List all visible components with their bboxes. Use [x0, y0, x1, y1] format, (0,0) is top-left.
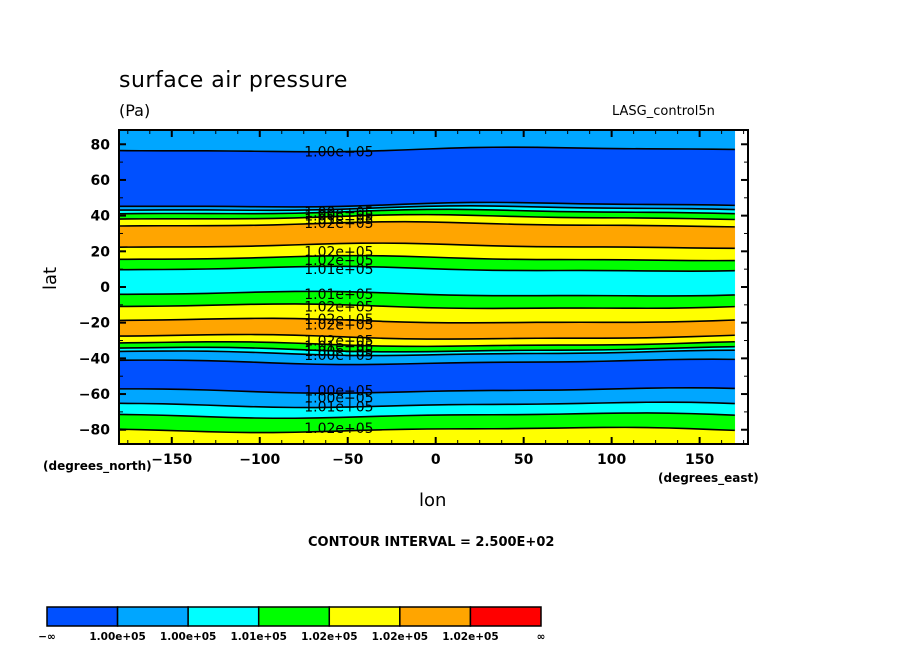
- x-tick-label: −50: [332, 452, 363, 468]
- contour-line: [118, 349, 735, 357]
- contour-label: 1.01e+05: [304, 212, 373, 228]
- contour-line: [118, 401, 735, 409]
- contour-line: [118, 412, 735, 420]
- contour-line: [118, 345, 735, 353]
- colorbar-label: 1.02e+05: [301, 631, 357, 643]
- y-tick-label: 80: [91, 137, 111, 153]
- contour-line: [118, 333, 735, 340]
- axis-tick-labels: −150 −100 −50 0 50 100 150 80 60 40 20 0 −20 −40 −60 −8…: [79, 137, 715, 468]
- x-axis-label: lon: [419, 490, 447, 511]
- contour-label: 1.02e+05: [304, 317, 373, 333]
- contour-label: 1.02e+05: [304, 334, 373, 350]
- y-tick-label: 40: [91, 209, 111, 225]
- colorbar-label: 1.00e+05: [89, 631, 145, 643]
- contour-label: 1.02e+05: [304, 312, 373, 328]
- contour-label: 1.01e+05: [304, 287, 373, 303]
- contour-band: [118, 146, 736, 208]
- contour-line: [118, 340, 735, 348]
- chart-title: surface air pressure: [119, 68, 348, 93]
- contour-label: 1.02e+05: [304, 216, 373, 232]
- x-tick-label: 0: [431, 452, 441, 468]
- contour-line: [118, 201, 735, 208]
- colorbar-swatch: [187, 606, 260, 627]
- contour-line: [118, 290, 735, 297]
- x-axis-units: (degrees_east): [658, 471, 759, 485]
- contour-label: 1.00e+05: [304, 344, 373, 360]
- contour-label: 1.00e+05: [304, 391, 373, 407]
- contour-line: [118, 146, 735, 153]
- dataset-label: LASG_control5n: [612, 104, 715, 119]
- contour-line: [118, 303, 735, 310]
- y-tick-label: 60: [91, 173, 111, 189]
- colorbar-label: 1.02e+05: [442, 631, 498, 643]
- colorbar-label: 1.01e+05: [230, 631, 286, 643]
- colorbar-label: 1.02e+05: [372, 631, 428, 643]
- colorbar-swatch: [116, 606, 189, 627]
- contour-line: [118, 265, 735, 272]
- y-tick-label: 0: [100, 280, 110, 296]
- units-label: (Pa): [119, 101, 151, 120]
- contour-lines: [118, 146, 735, 434]
- x-tick-label: 150: [685, 452, 714, 468]
- axis-ticks: [119, 130, 748, 444]
- colorbar-swatch: [46, 606, 119, 627]
- colorbar-swatch: [328, 606, 401, 627]
- x-tick-label: 100: [597, 452, 626, 468]
- y-tick-label: −80: [79, 423, 110, 439]
- colorbar-swatch: [469, 606, 542, 627]
- contour-line: [118, 426, 735, 434]
- x-tick-label: −150: [151, 452, 192, 468]
- contour-label: 1.00e+05: [304, 348, 373, 364]
- y-tick-label: −40: [79, 351, 110, 367]
- contour-line: [118, 213, 735, 221]
- y-tick-label: −60: [79, 387, 110, 403]
- contour-line: [118, 386, 735, 394]
- contour-labels: 1.00e+051.00e+051.00e+051.01e+051.02e+05…: [304, 144, 373, 437]
- contour-line: [118, 317, 735, 324]
- contour-label: 1.00e+05: [304, 144, 373, 160]
- contour-line: [118, 242, 735, 250]
- contour-label: 1.02e+05: [304, 421, 373, 437]
- y-tick-label: −20: [79, 316, 110, 332]
- contour-label: 1.02e+05: [304, 244, 373, 260]
- contour-label: 1.00e+05: [304, 383, 373, 399]
- contour-label: 1.02e+05: [304, 253, 373, 269]
- contour-interval-label: CONTOUR INTERVAL = 2.500E+02: [308, 535, 555, 550]
- contour-line: [118, 220, 735, 228]
- colorbar-label: ∞: [537, 631, 546, 643]
- contour-bands: [118, 129, 736, 445]
- contour-label: 1.00e+05: [304, 209, 373, 225]
- x-tick-label: −100: [239, 452, 280, 468]
- contour-line: [118, 208, 735, 215]
- colorbar: −∞ 1.00e+05 1.00e+05 1.01e+05 1.02e+05 1.02e+…: [38, 606, 546, 643]
- y-axis-units: (degrees_north): [43, 459, 152, 473]
- contour-label: 1.01e+05: [304, 339, 373, 355]
- contour-line: [118, 254, 735, 262]
- x-tick-label: 50: [514, 452, 534, 468]
- contour-line: [118, 205, 735, 212]
- colorbar-label: 1.00e+05: [160, 631, 216, 643]
- y-tick-label: 20: [91, 244, 111, 260]
- contour-label: 1.01e+05: [304, 400, 373, 416]
- contour-label: 1.00e+05: [304, 205, 373, 221]
- contour-line: [118, 358, 735, 366]
- contour-label: 1.02e+05: [304, 300, 373, 316]
- colorbar-swatch: [399, 606, 472, 627]
- colorbar-swatch: [257, 606, 331, 627]
- colorbar-label: −∞: [38, 631, 56, 643]
- contour-label: 1.01e+05: [304, 262, 373, 278]
